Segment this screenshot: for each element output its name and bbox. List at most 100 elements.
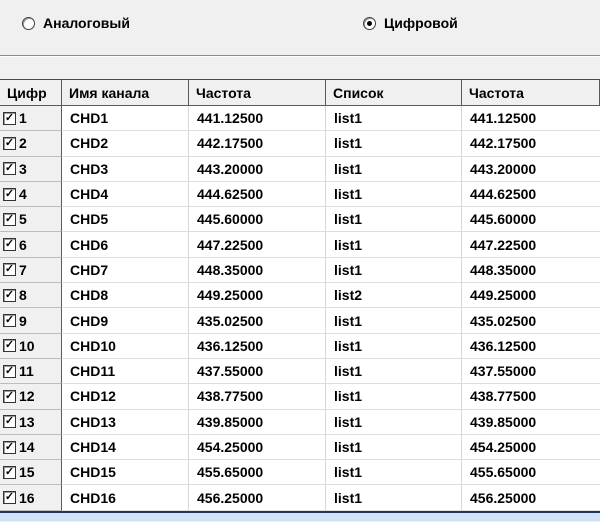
radio-analog-circle-icon[interactable]: [22, 16, 35, 30]
list-cell[interactable]: list1: [326, 156, 462, 182]
channel-name-cell[interactable]: CHD11: [62, 358, 189, 385]
list-cell[interactable]: list1: [326, 232, 462, 258]
frequency-cell[interactable]: 439.85000: [189, 409, 326, 435]
list-cell[interactable]: list1: [326, 181, 462, 208]
row-number: 13: [19, 413, 35, 430]
row-checkbox[interactable]: ✓: [3, 288, 16, 302]
frequency-cell[interactable]: 444.62500: [189, 181, 326, 208]
list-cell[interactable]: list1: [326, 358, 462, 385]
channel-name-cell[interactable]: CHD5: [62, 207, 189, 233]
digit-cell: ✓ 9: [0, 308, 62, 334]
frequency-cell[interactable]: 436.12500: [189, 333, 326, 359]
frequency-2-cell[interactable]: 444.62500: [462, 181, 600, 208]
header-cell-channel-name: Имя канала: [62, 80, 189, 106]
list-cell[interactable]: list1: [326, 106, 462, 132]
digit-cell: ✓ 13: [0, 409, 62, 435]
frequency-cell[interactable]: 438.77500: [189, 384, 326, 410]
frequency-cell[interactable]: 447.22500: [189, 232, 326, 258]
row-checkbox[interactable]: ✓: [3, 238, 16, 252]
frequency-2-cell[interactable]: 442.17500: [462, 131, 600, 157]
frequency-2-cell[interactable]: 454.25000: [462, 434, 600, 461]
frequency-2-cell[interactable]: 448.35000: [462, 257, 600, 284]
frequency-cell[interactable]: 435.02500: [189, 308, 326, 334]
radio-digital-circle-icon[interactable]: [363, 16, 376, 30]
frequency-2-cell[interactable]: 443.20000: [462, 156, 600, 182]
header-cell-digit: Цифр: [0, 80, 62, 106]
row-checkbox[interactable]: ✓: [3, 491, 16, 505]
list-cell[interactable]: list1: [326, 460, 462, 486]
list-cell[interactable]: list1: [326, 384, 462, 410]
frequency-cell[interactable]: 455.65000: [189, 460, 326, 486]
row-checkbox[interactable]: ✓: [3, 339, 16, 353]
row-number: 3: [19, 160, 27, 177]
list-cell[interactable]: list2: [326, 283, 462, 309]
radio-digital[interactable]: Цифровой: [363, 15, 458, 31]
frequency-cell[interactable]: 445.60000: [189, 207, 326, 233]
channel-name-cell[interactable]: CHD3: [62, 156, 189, 182]
row-checkbox[interactable]: ✓: [3, 187, 16, 201]
row-checkbox[interactable]: ✓: [3, 136, 16, 150]
frequency-2-cell[interactable]: 438.77500: [462, 384, 600, 410]
channel-name-cell[interactable]: CHD13: [62, 409, 189, 435]
list-cell[interactable]: list1: [326, 409, 462, 435]
list-cell[interactable]: list1: [326, 308, 462, 334]
channel-name-cell[interactable]: CHD9: [62, 308, 189, 334]
frequency-2-cell[interactable]: 435.02500: [462, 308, 600, 334]
frequency-2-cell[interactable]: 445.60000: [462, 207, 600, 233]
digit-cell: ✓ 6: [0, 232, 62, 258]
list-cell[interactable]: list1: [326, 257, 462, 284]
frequency-cell[interactable]: 448.35000: [189, 257, 326, 284]
channel-name-cell[interactable]: CHD1: [62, 106, 189, 132]
row-checkbox[interactable]: ✓: [3, 465, 16, 479]
row-checkbox[interactable]: ✓: [3, 212, 16, 226]
table-row: ✓ 3 CHD3 443.20000 list1 443.20000: [0, 156, 600, 182]
channel-name-cell[interactable]: CHD14: [62, 434, 189, 461]
channel-name-cell[interactable]: CHD15: [62, 460, 189, 486]
row-number: 8: [19, 287, 27, 304]
frequency-cell[interactable]: 456.25000: [189, 485, 326, 511]
table-row: ✓ 6 CHD6 447.22500 list1 447.22500: [0, 232, 600, 258]
table-row: ✓ 16 CHD16 456.25000 list1 456.25000: [0, 485, 600, 511]
header-cell-frequency: Частота: [189, 80, 326, 106]
radio-analog[interactable]: Аналоговый: [22, 15, 130, 31]
row-checkbox[interactable]: ✓: [3, 263, 16, 277]
frequency-cell[interactable]: 454.25000: [189, 434, 326, 461]
row-checkbox[interactable]: ✓: [3, 314, 16, 328]
channel-name-cell[interactable]: CHD4: [62, 181, 189, 208]
frequency-cell[interactable]: 442.17500: [189, 131, 326, 157]
channel-table-header: Цифр Имя канала Частота Список Частота: [0, 80, 600, 106]
list-cell[interactable]: list1: [326, 434, 462, 461]
row-number: 14: [19, 439, 35, 455]
digit-cell: ✓ 4: [0, 181, 62, 208]
channel-name-cell[interactable]: CHD10: [62, 333, 189, 359]
list-cell[interactable]: list1: [326, 485, 462, 511]
frequency-cell[interactable]: 443.20000: [189, 156, 326, 182]
frequency-cell[interactable]: 441.12500: [189, 106, 326, 132]
frequency-2-cell[interactable]: 441.12500: [462, 106, 600, 132]
channel-name-cell[interactable]: CHD8: [62, 283, 189, 309]
list-cell[interactable]: list1: [326, 207, 462, 233]
channel-name-cell[interactable]: CHD12: [62, 384, 189, 410]
frequency-cell[interactable]: 449.25000: [189, 283, 326, 309]
row-checkbox[interactable]: ✓: [3, 111, 16, 125]
frequency-2-cell[interactable]: 439.85000: [462, 409, 600, 435]
channel-name-cell[interactable]: CHD16: [62, 485, 189, 511]
table-row: ✓ 5 CHD5 445.60000 list1 445.60000: [0, 207, 600, 233]
frequency-2-cell[interactable]: 456.25000: [462, 485, 600, 511]
channel-name-cell[interactable]: CHD2: [62, 131, 189, 157]
row-checkbox[interactable]: ✓: [3, 162, 16, 176]
list-cell[interactable]: list1: [326, 333, 462, 359]
channel-name-cell[interactable]: CHD6: [62, 232, 189, 258]
frequency-cell[interactable]: 437.55000: [189, 358, 326, 385]
frequency-2-cell[interactable]: 437.55000: [462, 358, 600, 385]
list-cell[interactable]: list1: [326, 131, 462, 157]
frequency-2-cell[interactable]: 449.25000: [462, 283, 600, 309]
row-checkbox[interactable]: ✓: [3, 440, 16, 454]
row-checkbox[interactable]: ✓: [3, 415, 16, 429]
frequency-2-cell[interactable]: 455.65000: [462, 460, 600, 486]
frequency-2-cell[interactable]: 436.12500: [462, 333, 600, 359]
frequency-2-cell[interactable]: 447.22500: [462, 232, 600, 258]
row-checkbox[interactable]: ✓: [3, 389, 16, 403]
channel-name-cell[interactable]: CHD7: [62, 257, 189, 284]
row-checkbox[interactable]: ✓: [3, 364, 16, 378]
